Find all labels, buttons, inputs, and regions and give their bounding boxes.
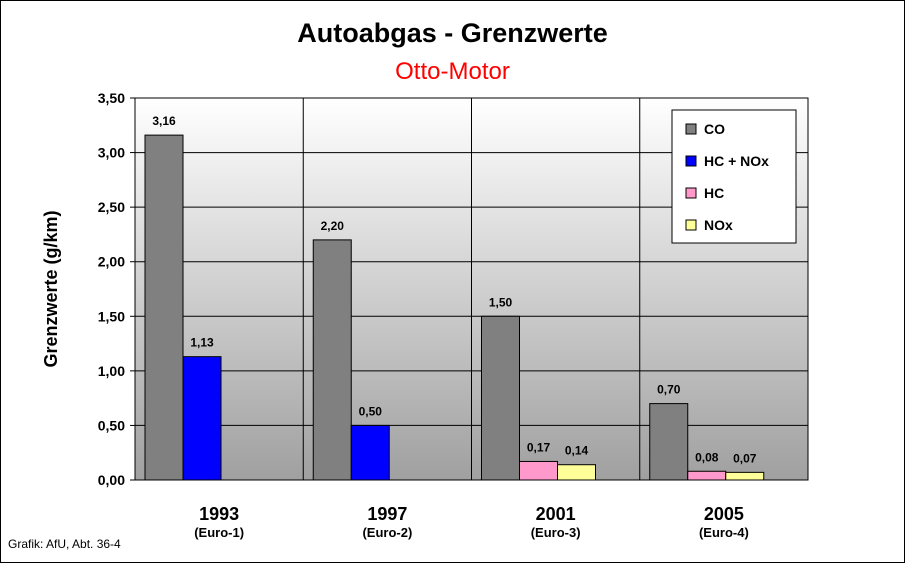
legend-entry: HC bbox=[704, 185, 724, 201]
data-label: 3,16 bbox=[152, 114, 176, 128]
x-category-label: 2001 bbox=[536, 504, 576, 524]
data-label: 0,50 bbox=[359, 404, 383, 418]
x-category-label: 2005 bbox=[704, 504, 744, 524]
y-tick-label: 3,00 bbox=[98, 145, 125, 161]
data-label: 0,14 bbox=[565, 444, 589, 458]
data-label: 0,08 bbox=[695, 450, 719, 464]
chart-title: Autoabgas - Grenzwerte bbox=[297, 18, 608, 48]
data-label: 2,20 bbox=[321, 219, 345, 233]
legend-swatch bbox=[685, 219, 697, 231]
y-tick-label: 2,50 bbox=[98, 199, 125, 215]
x-category-sublabel: (Euro-2) bbox=[362, 525, 412, 540]
legend-entry: CO bbox=[704, 121, 725, 137]
y-tick-label: 0,50 bbox=[98, 417, 125, 433]
bar-hc bbox=[687, 470, 727, 481]
data-label: 0,07 bbox=[733, 451, 757, 465]
bar-hc-nox bbox=[182, 356, 222, 481]
bar-hc bbox=[519, 460, 558, 481]
data-label: 1,13 bbox=[190, 336, 214, 350]
x-category-label: 1997 bbox=[367, 504, 407, 524]
legend-swatch bbox=[685, 187, 697, 199]
x-category-sublabel: (Euro-3) bbox=[531, 525, 581, 540]
bar-co bbox=[481, 315, 520, 481]
x-category-sublabel: (Euro-4) bbox=[699, 525, 749, 540]
y-tick-label: 0,00 bbox=[98, 472, 125, 488]
bar-co bbox=[649, 403, 689, 481]
y-axis-label: Grenzwerte (g/km) bbox=[41, 210, 61, 367]
chart-subtitle: Otto-Motor bbox=[395, 58, 510, 85]
y-tick-label: 3,50 bbox=[98, 90, 125, 106]
bar-hc-nox bbox=[350, 424, 390, 481]
data-label: 1,50 bbox=[489, 295, 513, 309]
bar-nox bbox=[725, 471, 765, 481]
data-label: 0,17 bbox=[527, 440, 551, 454]
legend-entry: NOx bbox=[704, 217, 733, 233]
x-category-sublabel: (Euro-1) bbox=[194, 525, 244, 540]
y-tick-label: 1,50 bbox=[98, 308, 125, 324]
bar-co bbox=[312, 239, 352, 481]
data-label: 0,70 bbox=[657, 383, 681, 397]
plot-border bbox=[134, 97, 809, 481]
bar-co bbox=[144, 134, 184, 481]
x-category-label: 1993 bbox=[199, 504, 239, 524]
y-tick-label: 2,00 bbox=[98, 254, 125, 270]
legend-swatch bbox=[685, 123, 697, 135]
legend-swatch bbox=[685, 155, 697, 167]
bar-nox bbox=[557, 464, 596, 481]
credit-text: Grafik: AfU, Abt. 36-4 bbox=[8, 537, 121, 551]
y-tick-label: 1,00 bbox=[98, 363, 125, 379]
legend-entry: HC + NOx bbox=[704, 153, 769, 169]
